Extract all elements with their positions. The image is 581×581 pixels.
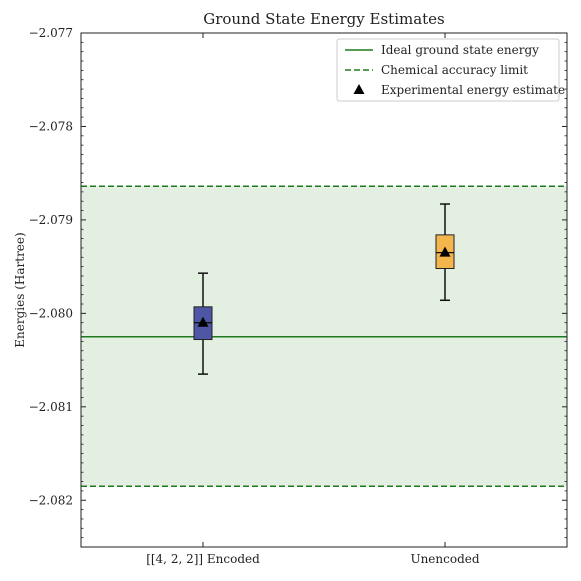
mean-marker	[197, 316, 209, 327]
box-plot	[435, 203, 455, 302]
x-tick-label: [[4, 2, 2]] Encoded	[146, 552, 260, 566]
y-tick-label: −2.081	[29, 400, 73, 414]
y-tick-label: −2.077	[29, 26, 73, 40]
box-plot	[193, 272, 213, 375]
legend-label: Chemical accuracy limit	[381, 63, 528, 77]
y-tick-label: −2.079	[29, 213, 73, 227]
mean-marker	[439, 246, 451, 257]
legend-swatch-triangle	[353, 84, 365, 94]
y-axis-label: Energies (Hartree)	[13, 232, 27, 347]
x-tick-label: Unencoded	[410, 552, 479, 566]
plot-frame	[80, 32, 568, 548]
y-tick-label: −2.078	[29, 119, 73, 133]
y-tick-label: −2.080	[29, 306, 73, 320]
y-tick-label: −2.082	[29, 493, 73, 507]
legend-box	[336, 38, 560, 102]
legend-label: Experimental energy estimate	[381, 83, 565, 97]
legend: Ideal ground state energy Chemical accura…	[336, 38, 565, 102]
chart-title: Ground State Energy Estimates	[203, 10, 445, 28]
legend-label: Ideal ground state energy	[381, 43, 539, 57]
